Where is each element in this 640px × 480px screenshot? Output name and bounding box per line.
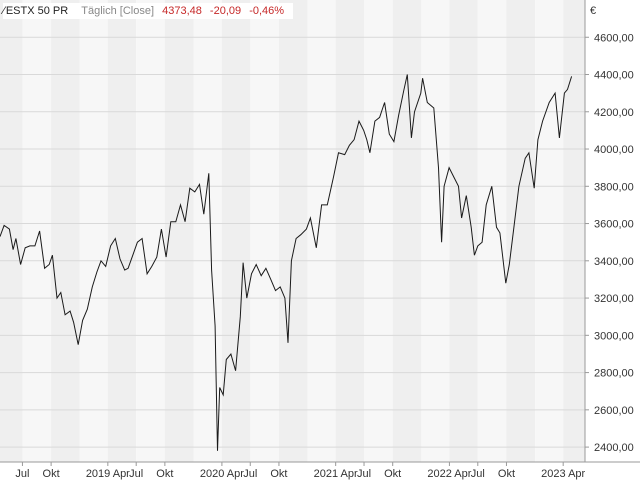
x-tick-label: Jul [15, 468, 29, 480]
y-tick-label: 4600,00 [594, 32, 634, 44]
quarter-band [107, 0, 137, 462]
y-tick-label: 3800,00 [594, 181, 634, 193]
x-tick-label: 2022 Apr [427, 468, 471, 480]
interval-label[interactable]: Täglich [Close] [81, 5, 155, 17]
quarter-band [421, 0, 450, 462]
x-tick-label: Okt [43, 468, 60, 480]
chart-header: ⁄ESTX 50 PR Täglich [Close] 4373,48 -20,… [3, 3, 294, 19]
x-tick-label: 2023 Apr [541, 468, 585, 480]
quarter-band [0, 0, 23, 462]
quarter-band [22, 0, 52, 462]
currency-label: € [590, 5, 596, 17]
x-tick-label: Okt [384, 468, 401, 480]
y-tick-label: 2800,00 [594, 368, 634, 380]
quarter-band [221, 0, 251, 462]
y-tick-label: 3400,00 [594, 256, 634, 268]
x-tick-label: 2019 Apr [86, 468, 130, 480]
quarter-band [449, 0, 478, 462]
quarter-band [136, 0, 165, 462]
quarter-band [535, 0, 564, 462]
x-tick-label: Jul [243, 468, 257, 480]
quarter-band [51, 0, 80, 462]
quarter-band [278, 0, 308, 462]
x-tick-label: Jul [357, 468, 371, 480]
x-tick-label: Jul [471, 468, 485, 480]
y-tick-label: 4000,00 [594, 144, 634, 156]
quarter-band [335, 0, 365, 462]
price-change-percent: -0,46% [249, 5, 285, 17]
instrument-label[interactable]: ⁄ESTX 50 PR [3, 5, 69, 17]
price-change: -20,09 [209, 5, 242, 17]
y-tick-label: 4400,00 [594, 70, 634, 82]
y-axis-ticks: 4600,00 4400,00 4200,00 4000,00 3800,00 3600,… [585, 32, 634, 454]
quarter-band [392, 0, 422, 462]
quarter-band [364, 0, 393, 462]
quarter-band [563, 0, 585, 462]
x-tick-label: Okt [270, 468, 287, 480]
last-price: 4373,48 [162, 5, 202, 17]
time-bands [0, 0, 585, 462]
line-chart-icon: ⁄ [3, 5, 5, 17]
y-tick-label: 3200,00 [594, 293, 634, 305]
price-line [0, 74, 573, 451]
grid-lines [0, 36, 585, 448]
quarter-band [477, 0, 507, 462]
quarter-band [79, 0, 108, 462]
quarter-band [193, 0, 222, 462]
x-tick-label: 2021 Apr [314, 468, 358, 480]
x-tick-label: Jul [129, 468, 143, 480]
x-tick-label: Okt [156, 468, 173, 480]
x-tick-label: 2020 Apr [200, 468, 244, 480]
quarter-band [307, 0, 336, 462]
x-axis-ticks: Jul Okt 2019 Apr Jul Okt 2020 Apr Jul Okt 2021 A… [15, 462, 586, 480]
y-tick-label: 3600,00 [594, 219, 634, 231]
y-tick-label: 4200,00 [594, 107, 634, 119]
y-tick-label: 3000,00 [594, 330, 634, 342]
quarter-band [250, 0, 279, 462]
y-tick-label: 2400,00 [594, 442, 634, 454]
quarter-band [506, 0, 536, 462]
x-tick-label: Okt [498, 468, 515, 480]
y-tick-label: 2600,00 [594, 405, 634, 417]
